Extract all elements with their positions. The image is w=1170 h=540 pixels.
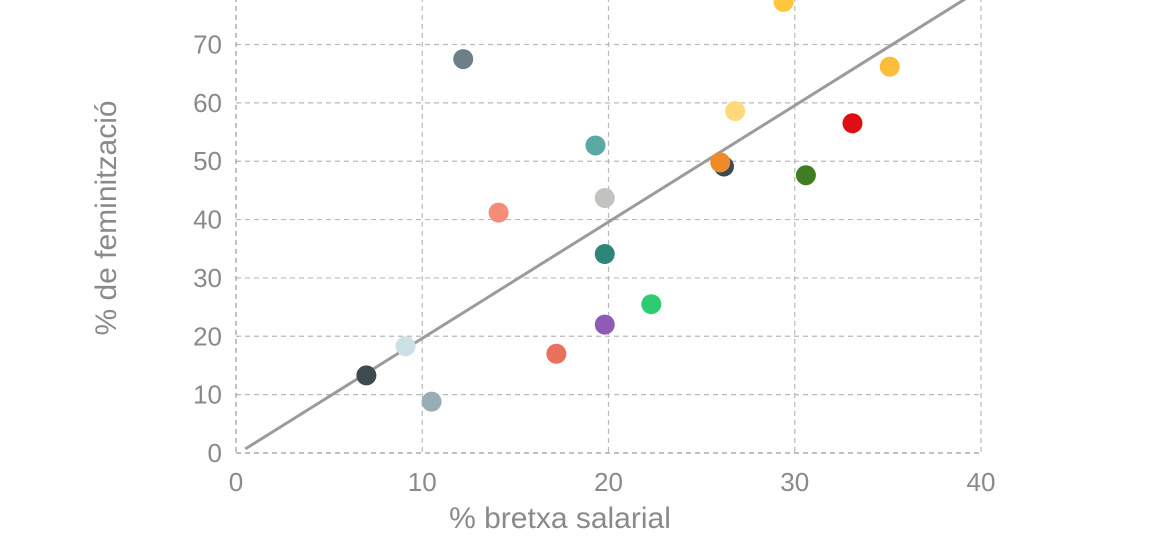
x-tick-label: 40	[967, 467, 996, 497]
y-tick-label: 50	[193, 146, 222, 176]
y-tick-label: 60	[193, 88, 222, 118]
data-point	[585, 135, 606, 156]
tick-labels: 0 10 20 30 40 0 10 20 30 40 50 60 70	[193, 30, 995, 498]
x-tick-label: 20	[594, 467, 623, 497]
data-points	[356, 0, 900, 412]
data-point	[488, 202, 509, 223]
x-tick-label: 30	[780, 467, 809, 497]
y-tick-label: 70	[193, 30, 222, 60]
data-point	[725, 101, 746, 122]
data-point	[421, 391, 442, 412]
x-tick-label: 0	[229, 467, 243, 497]
y-tick-label: 30	[193, 263, 222, 293]
x-axis-title: % bretxa salarial	[449, 502, 671, 535]
data-point	[453, 49, 474, 70]
x-tick-label: 10	[408, 467, 437, 497]
grid	[236, 0, 982, 453]
data-point	[594, 187, 615, 208]
data-point	[546, 343, 567, 364]
data-point	[842, 113, 863, 134]
data-point	[594, 314, 615, 335]
y-tick-label: 10	[193, 380, 222, 410]
data-point	[594, 244, 615, 265]
axes	[235, 0, 981, 454]
y-tick-label: 0	[208, 438, 222, 468]
y-tick-label: 20	[193, 321, 222, 351]
y-tick-label: 40	[193, 205, 222, 235]
data-point	[773, 0, 794, 12]
y-axis-title: % de feminització	[90, 100, 123, 335]
data-point	[641, 294, 662, 315]
data-point	[795, 165, 816, 186]
data-point	[879, 56, 900, 77]
data-point	[395, 336, 416, 357]
data-point	[356, 365, 377, 386]
data-point	[710, 152, 731, 173]
